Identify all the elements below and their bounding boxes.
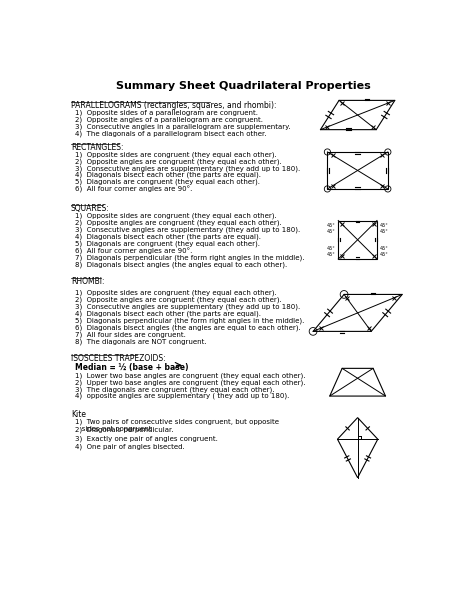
Text: PARALLELOGRAMS (rectangles, squares, and rhombi):: PARALLELOGRAMS (rectangles, squares, and… xyxy=(71,101,276,110)
Text: 4)  Diagonals bisect each other (the parts are equal).: 4) Diagonals bisect each other (the part… xyxy=(75,172,261,179)
Text: RECTANGLES:: RECTANGLES: xyxy=(71,143,123,152)
Text: 4)  Diagonals bisect each other (the parts are equal).: 4) Diagonals bisect each other (the part… xyxy=(75,311,261,317)
Text: 8)  Diagonals bisect angles (the angles equal to each other).: 8) Diagonals bisect angles (the angles e… xyxy=(75,261,287,268)
Text: SQUARES:: SQUARES: xyxy=(71,204,109,214)
Text: 7)  Diagonals perpendicular (the form right angles in the middle).: 7) Diagonals perpendicular (the form rig… xyxy=(75,255,304,261)
Text: 2)  Upper two base angles are congruent (they equal each other).: 2) Upper two base angles are congruent (… xyxy=(75,379,305,386)
Text: 4)  opposite angles are supplementary ( they add up to 180).: 4) opposite angles are supplementary ( t… xyxy=(75,393,289,400)
Text: 5)  Diagonals are congruent (they equal each other).: 5) Diagonals are congruent (they equal e… xyxy=(75,179,260,185)
Text: 2)  Opposite angles of a parallelogram are congruent.: 2) Opposite angles of a parallelogram ar… xyxy=(75,116,263,123)
Text: 8)  The diagonals are NOT congruent.: 8) The diagonals are NOT congruent. xyxy=(75,338,206,345)
Text: 3)  The diagonals are congruent (they equal each other).: 3) The diagonals are congruent (they equ… xyxy=(75,386,274,392)
Text: Kite: Kite xyxy=(71,410,86,419)
Text: 6)  Diagonals bisect angles (the angles are equal to each other).: 6) Diagonals bisect angles (the angles a… xyxy=(75,324,301,331)
Text: 3)  Exactly one pair of angles congruent.: 3) Exactly one pair of angles congruent. xyxy=(75,435,218,442)
Text: 45°
45°: 45° 45° xyxy=(379,223,388,234)
Text: 1)  Two pairs of consecutive sides congruent, but opposite
   sides not congruen: 1) Two pairs of consecutive sides congru… xyxy=(75,419,279,432)
Text: 3)  Consecutive angles in a parallelogram are supplementary.: 3) Consecutive angles in a parallelogram… xyxy=(75,124,290,130)
Text: 5)  Diagonals are congruent (they equal each other).: 5) Diagonals are congruent (they equal e… xyxy=(75,241,260,247)
Text: Median = ½ (base + base): Median = ½ (base + base) xyxy=(75,363,188,372)
Text: 2)  Diagonals perpendicular.: 2) Diagonals perpendicular. xyxy=(75,427,173,433)
Text: 1)  Opposite sides are congruent (they equal each other).: 1) Opposite sides are congruent (they eq… xyxy=(75,290,276,296)
Text: 4)  One pair of angles bisected.: 4) One pair of angles bisected. xyxy=(75,444,184,450)
Text: Summary Sheet Quadrilateral Properties: Summary Sheet Quadrilateral Properties xyxy=(116,81,370,91)
Text: 1)  Lower two base angles are congruent (they equal each other).: 1) Lower two base angles are congruent (… xyxy=(75,372,305,379)
Text: 4)  Diagonals bisect each other (the parts are equal).: 4) Diagonals bisect each other (the part… xyxy=(75,234,261,240)
Text: 2)  Opposite angles are congruent (they equal each other).: 2) Opposite angles are congruent (they e… xyxy=(75,158,282,165)
Text: ISOSCELES TRAPEZOIDS:: ISOSCELES TRAPEZOIDS: xyxy=(71,354,165,364)
Text: 45°
45°: 45° 45° xyxy=(379,246,388,256)
Text: 45°
45°: 45° 45° xyxy=(327,246,336,256)
Text: 5)  Diagonals perpendicular (the form right angles in the middle).: 5) Diagonals perpendicular (the form rig… xyxy=(75,318,304,324)
Text: 3)  Consecutive angles are supplementary (they add up to 180).: 3) Consecutive angles are supplementary … xyxy=(75,226,300,233)
Text: 4)  The diagonals of a parallelogram bisect each other.: 4) The diagonals of a parallelogram bise… xyxy=(75,130,266,137)
Text: RHOMBI:: RHOMBI: xyxy=(71,277,104,286)
Text: 1)  Opposite sides are congruent (they equal each other).: 1) Opposite sides are congruent (they eq… xyxy=(75,213,276,219)
Text: 6)  All four corner angles are 90°.: 6) All four corner angles are 90°. xyxy=(75,186,192,193)
Text: 45°
45°: 45° 45° xyxy=(327,223,336,234)
Text: 2)  Opposite angles are congruent (they equal each other).: 2) Opposite angles are congruent (they e… xyxy=(75,297,282,303)
Text: 2)  Opposite angles are congruent (they equal each other).: 2) Opposite angles are congruent (they e… xyxy=(75,220,282,226)
Text: 1)  Opposite sides of a parallelogram are congruent.: 1) Opposite sides of a parallelogram are… xyxy=(75,110,258,116)
Text: 6)  All four corner angles are 90°.: 6) All four corner angles are 90°. xyxy=(75,247,192,255)
Text: 3)  Consecutive angles are supplementary (they add up to 180).: 3) Consecutive angles are supplementary … xyxy=(75,165,300,171)
Text: 7)  All four sides are congruent.: 7) All four sides are congruent. xyxy=(75,331,186,338)
Text: 1)  Opposite sides are congruent (they equal each other).: 1) Opposite sides are congruent (they eq… xyxy=(75,151,276,158)
Text: 3)  Consecutive angles are supplementary (they add up to 180).: 3) Consecutive angles are supplementary … xyxy=(75,304,300,310)
